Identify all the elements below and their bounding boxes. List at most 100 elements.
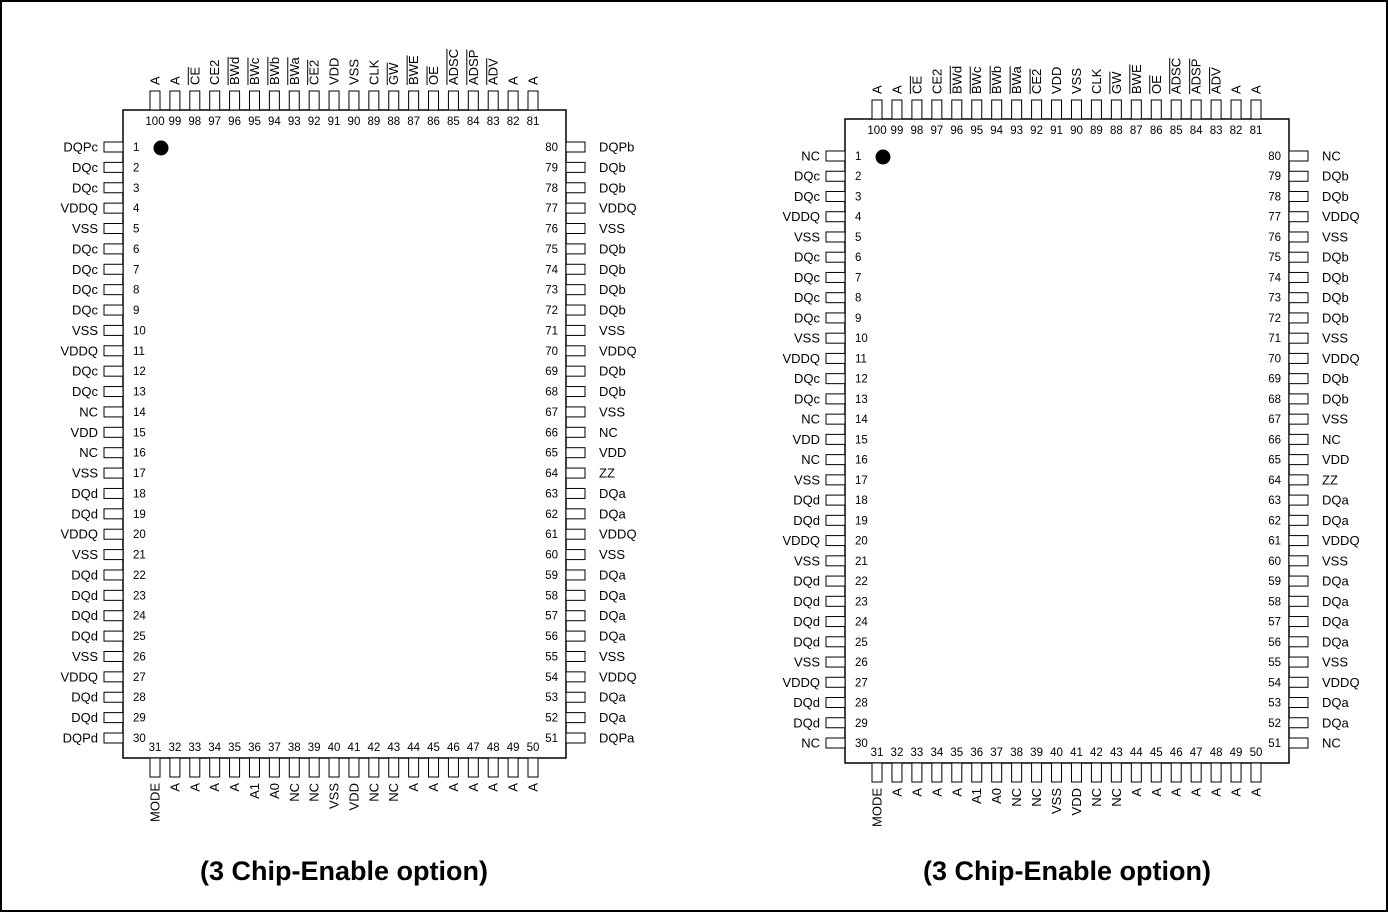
pin-label-68: DQb xyxy=(599,384,626,399)
pin-label-71: VSS xyxy=(1322,331,1348,346)
pin-61 xyxy=(565,528,586,540)
pin-71 xyxy=(565,324,586,336)
pin-number-51: 51 xyxy=(1268,738,1281,750)
pin-label-98: CE xyxy=(909,76,924,94)
pin-number-87: 87 xyxy=(1130,125,1143,137)
pin-number-24: 24 xyxy=(855,617,868,629)
pin-label-40: VSS xyxy=(327,783,342,809)
package-right: NC 1 DQc 2 DQc 3 VDDQ 4 VSS 5 DQc 6 DQc 7 DQc 8 DQc 9 VSS 1… xyxy=(782,57,1360,886)
pin-number-86: 86 xyxy=(1150,125,1163,137)
pin-label-99: A xyxy=(167,76,182,85)
pin-11 xyxy=(103,345,124,357)
pin-number-43: 43 xyxy=(1110,747,1123,759)
pin-label-43: NC xyxy=(386,783,401,802)
pin-number-22: 22 xyxy=(855,576,868,588)
pin-100 xyxy=(149,90,161,111)
pin-number-16: 16 xyxy=(855,455,868,467)
pin-label-21: VSS xyxy=(794,553,820,568)
pin-number-2: 2 xyxy=(133,162,139,174)
pin-number-14: 14 xyxy=(855,414,868,426)
pin-number-11: 11 xyxy=(133,346,145,358)
pin-label-28: DQd xyxy=(793,695,820,710)
pin-98 xyxy=(189,90,201,111)
pin-17 xyxy=(825,474,846,486)
pin-number-9: 9 xyxy=(133,305,139,317)
pin-label-22: DQd xyxy=(793,574,820,589)
pin-number-8: 8 xyxy=(133,285,139,297)
pin-39 xyxy=(1031,762,1043,783)
pin-label-12: DQc xyxy=(72,364,99,379)
pin-77 xyxy=(1288,211,1309,223)
pin-number-61: 61 xyxy=(545,529,558,541)
pin-85 xyxy=(1170,99,1182,120)
pin-label-6: DQc xyxy=(794,250,821,265)
pin-9 xyxy=(103,304,124,316)
pin-label-99: A xyxy=(889,85,904,94)
pin-number-13: 13 xyxy=(133,387,146,399)
pin-number-1: 1 xyxy=(133,142,139,154)
pin-label-4: VDDQ xyxy=(60,201,98,216)
pin-label-53: DQa xyxy=(1322,695,1350,710)
pin-27 xyxy=(825,676,846,688)
pin-label-74: DQb xyxy=(599,262,626,277)
pin-number-22: 22 xyxy=(133,570,146,582)
pin-label-23: DQd xyxy=(793,594,820,609)
pin-54 xyxy=(565,671,586,683)
pin-label-5: VSS xyxy=(794,229,820,244)
pin-55 xyxy=(1288,656,1309,668)
pin-number-93: 93 xyxy=(1010,125,1023,137)
pin-label-78: DQb xyxy=(599,180,626,195)
pin-76 xyxy=(565,223,586,235)
pin-73 xyxy=(565,284,586,296)
pin-number-3: 3 xyxy=(855,191,861,203)
pin-100 xyxy=(871,99,883,120)
pin-label-76: VSS xyxy=(1322,229,1348,244)
pin-44 xyxy=(1130,762,1142,783)
pin-92 xyxy=(1031,99,1043,120)
pin-75 xyxy=(1288,251,1309,263)
pin-29 xyxy=(103,712,124,724)
pin-number-35: 35 xyxy=(950,747,963,759)
pin-label-38: NC xyxy=(287,783,302,802)
pin-number-41: 41 xyxy=(1070,747,1083,759)
pin-number-72: 72 xyxy=(1268,313,1281,325)
pin-label-47: A xyxy=(466,783,481,792)
pin-number-100: 100 xyxy=(145,116,164,128)
pin-label-31: MODE xyxy=(148,783,163,822)
pin-label-30: DQPd xyxy=(63,731,98,746)
pin-number-28: 28 xyxy=(855,698,868,710)
pin-number-26: 26 xyxy=(855,657,868,669)
pin-83 xyxy=(1210,99,1222,120)
pin-93 xyxy=(1011,99,1023,120)
pin-10 xyxy=(825,332,846,344)
pin-label-16: NC xyxy=(801,452,820,467)
pin-number-69: 69 xyxy=(1268,374,1281,386)
pin-label-65: VDD xyxy=(599,445,626,460)
pin-number-52: 52 xyxy=(545,713,558,725)
pin-number-40: 40 xyxy=(328,742,341,754)
pin-number-56: 56 xyxy=(1268,637,1281,649)
pin-number-53: 53 xyxy=(545,692,558,704)
pin-number-85: 85 xyxy=(447,116,460,128)
pin-label-24: DQd xyxy=(793,614,820,629)
pin-89 xyxy=(1090,99,1102,120)
pin-number-82: 82 xyxy=(1230,125,1243,137)
pin-label-15: VDD xyxy=(71,425,98,440)
pin-label-89: CLK xyxy=(1089,68,1104,94)
pin-6 xyxy=(103,243,124,255)
pin-92 xyxy=(308,90,320,111)
pin-50 xyxy=(1250,762,1262,783)
pin-number-67: 67 xyxy=(1268,414,1281,426)
pin-42 xyxy=(1090,762,1102,783)
pin-number-33: 33 xyxy=(910,747,923,759)
pin-30 xyxy=(825,737,846,749)
pin-number-3: 3 xyxy=(133,183,139,195)
pin-84 xyxy=(467,90,479,111)
pin-number-9: 9 xyxy=(855,313,861,325)
pin-label-36: A1 xyxy=(969,788,984,804)
pin-label-100: A xyxy=(870,85,885,94)
pin-label-19: DQd xyxy=(71,506,98,521)
pin-82 xyxy=(507,90,519,111)
pin-number-76: 76 xyxy=(1268,232,1281,244)
pin-68 xyxy=(565,386,586,398)
